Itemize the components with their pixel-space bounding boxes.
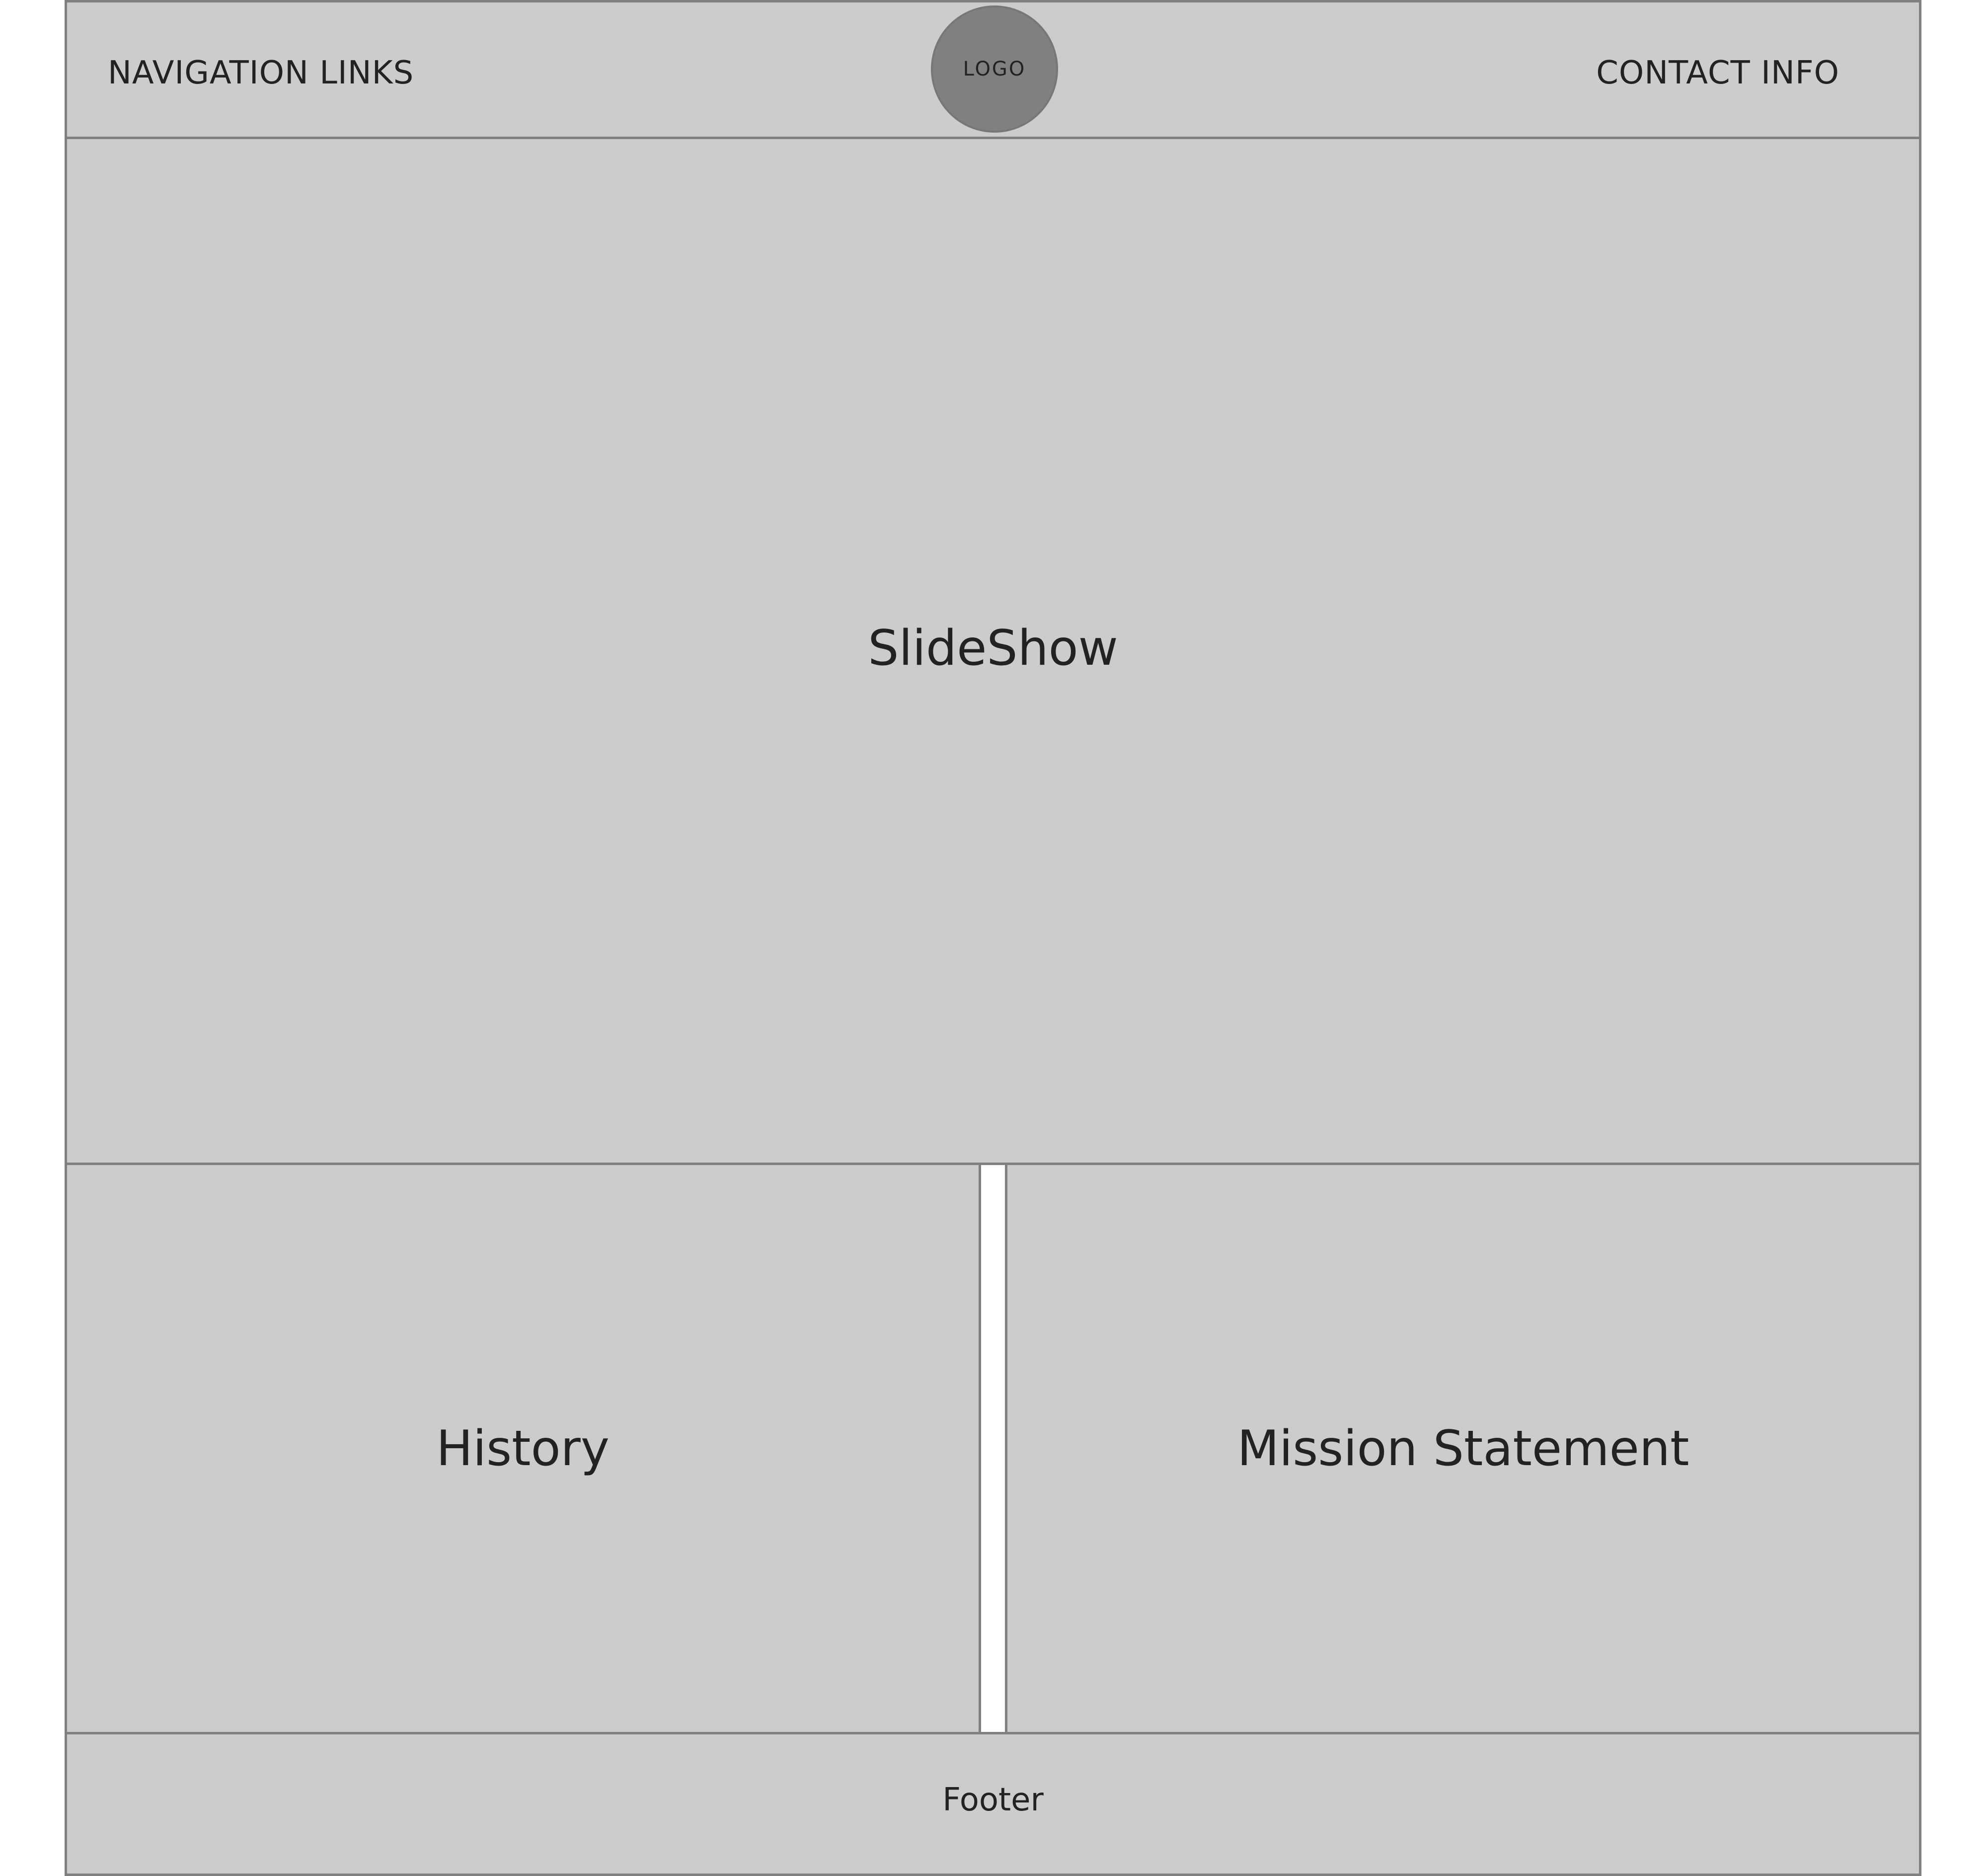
logo-label: LOGO <box>963 58 1026 80</box>
navigation-links[interactable]: NAVIGATION LINKS <box>108 55 414 91</box>
footer-label: Footer <box>942 1782 1044 1818</box>
slideshow-area[interactable]: SlideShow <box>65 137 1921 1165</box>
column-divider <box>979 1163 1007 1734</box>
slideshow-label: SlideShow <box>868 620 1118 677</box>
mission-statement-label: Mission Statement <box>1237 1420 1689 1477</box>
footer: Footer <box>65 1732 1921 1876</box>
history-section: History <box>65 1163 981 1734</box>
wireframe-page: NAVIGATION LINKS CONTACT INFO LOGO Slide… <box>65 0 1921 1876</box>
history-label: History <box>436 1420 610 1477</box>
contact-info-link[interactable]: CONTACT INFO <box>1596 55 1839 91</box>
logo[interactable]: LOGO <box>931 5 1058 133</box>
mission-statement-section: Mission Statement <box>1005 1163 1921 1734</box>
